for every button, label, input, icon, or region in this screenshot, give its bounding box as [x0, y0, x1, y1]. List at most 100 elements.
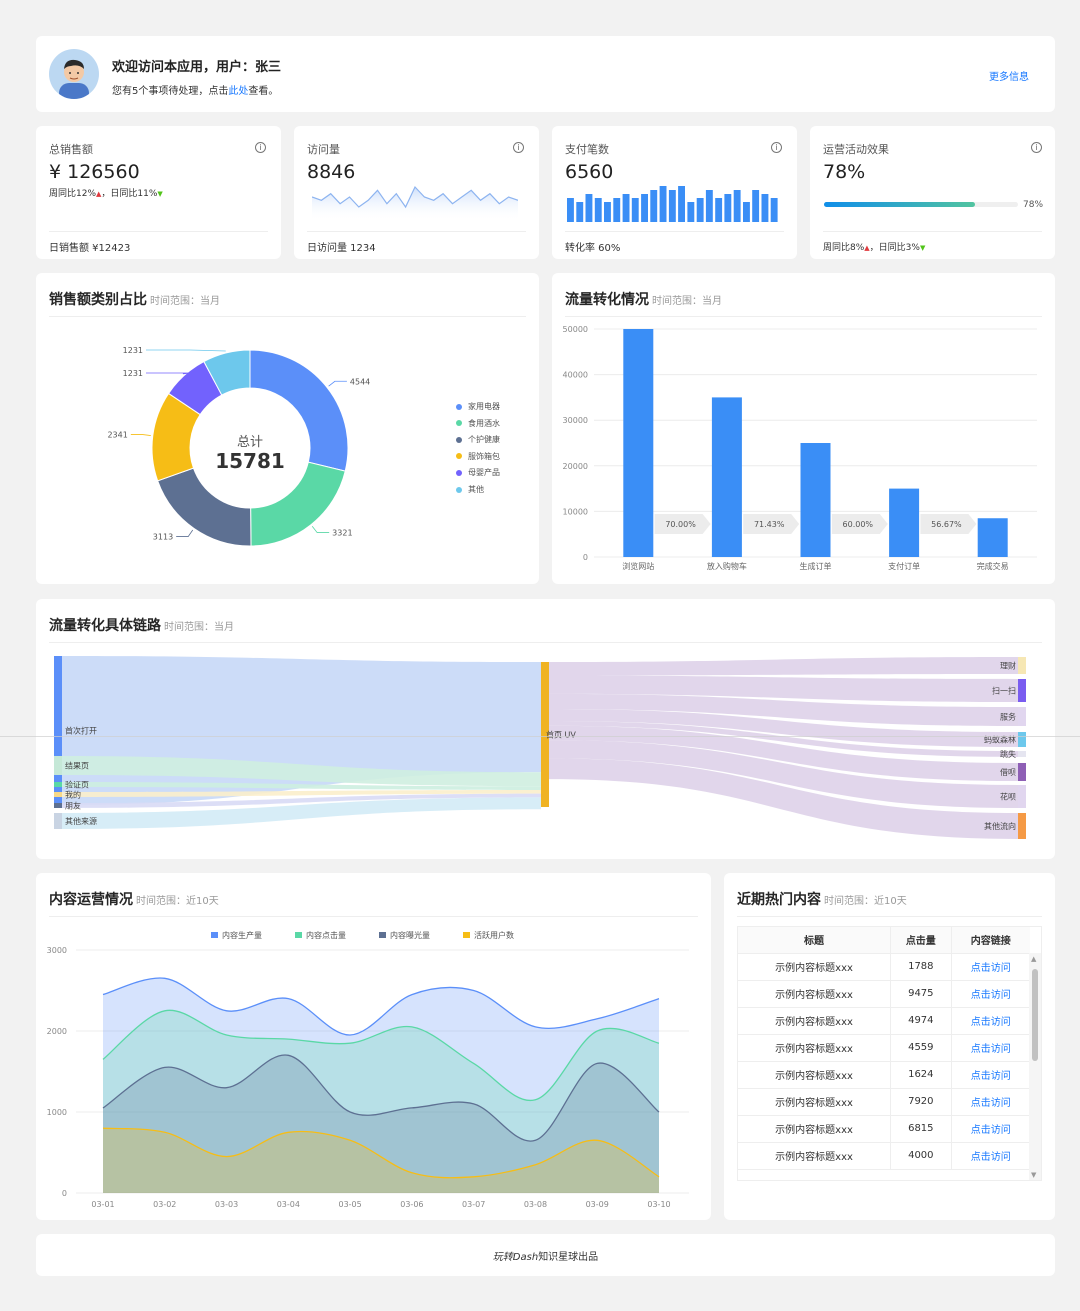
sankey-target-label: 跳失 [1000, 749, 1016, 759]
payments-bar [594, 198, 602, 222]
cell-visit-link[interactable]: 点击访问 [951, 1034, 1030, 1062]
funnel-title-text: 流量转化情况 [565, 292, 649, 308]
divider [49, 916, 698, 917]
cell-visit-link[interactable]: 点击访问 [951, 953, 1030, 981]
legend-swatch [456, 436, 462, 443]
table-scrollbar[interactable]: ▲ ▼ [1029, 953, 1041, 1180]
payments-bar [715, 198, 723, 222]
x-tick-label: 生成订单 [800, 561, 832, 571]
sankey-target-label: 服务 [1000, 712, 1016, 722]
sankey-flow [549, 693, 1018, 726]
hot-table-wrapper[interactable]: 标题 点击量 内容链接 示例内容标题xxx 1788 点击访问 示例内容标题xxx 94… [737, 926, 1042, 1181]
info-icon[interactable]: i [1031, 142, 1042, 153]
payments-bar [696, 198, 704, 222]
cell-title: 示例内容标题xxx [738, 1142, 892, 1170]
scrollbar-thumb[interactable] [1032, 969, 1038, 1061]
donut-slice [249, 349, 349, 472]
visits-sparkline [312, 185, 518, 221]
scroll-up-icon[interactable]: ▲ [1031, 955, 1037, 963]
y-tick-label: 30000 [563, 416, 588, 425]
payments-bar [650, 190, 658, 222]
donut-title-text: 销售额类别占比 [49, 292, 147, 308]
caret-up-icon: ▲ [864, 244, 870, 252]
funnel-bar [623, 329, 654, 557]
cell-title: 示例内容标题xxx [738, 1088, 892, 1116]
conversion-rate-label: 70.00% [665, 520, 696, 529]
cell-visit-link[interactable]: 点击访问 [951, 1061, 1030, 1089]
cell-clicks: 1624 [890, 1061, 952, 1089]
hot-content-card: 近期热门内容 时间范围：近10天 标题 点击量 内容链接 示例内容标题xxx 178… [724, 873, 1055, 1220]
legend-item[interactable]: 家用电器 [456, 401, 500, 412]
legend-label: 母婴产品 [468, 468, 500, 478]
column-header-title[interactable]: 标题 [738, 927, 892, 954]
divider [565, 316, 1042, 317]
cell-visit-link[interactable]: 点击访问 [951, 1115, 1030, 1143]
cell-visit-link[interactable]: 点击访问 [951, 1007, 1030, 1035]
cell-title: 示例内容标题xxx [738, 1061, 892, 1089]
donut-value-label: 3113 [153, 533, 173, 542]
column-header-clicks[interactable]: 点击量 [890, 927, 952, 954]
table-row: 示例内容标题xxx 4559 点击访问 [738, 1034, 1030, 1062]
info-icon[interactable]: i [513, 142, 524, 153]
payments-bar [761, 194, 769, 222]
visits-label: 访问量 [307, 143, 340, 156]
avatar [49, 49, 99, 99]
sankey-flow [62, 797, 541, 829]
donut-value-label: 1231 [123, 369, 143, 378]
legend-swatch [456, 486, 462, 493]
sankey-source-label: 朋友 [65, 801, 81, 811]
legend-swatch [456, 420, 462, 427]
legend-label: 服饰箱包 [468, 451, 500, 461]
sankey-flow [549, 675, 1018, 702]
sankey-source-node [54, 792, 62, 797]
hot-range: 时间范围：近10天 [824, 896, 907, 907]
sankey-target-node [1018, 657, 1026, 674]
cell-clicks: 1788 [890, 953, 952, 981]
sankey-source-label: 其他来源 [65, 816, 97, 826]
conversion-rate-label: 71.43% [754, 520, 785, 529]
legend-item[interactable]: 个护健康 [456, 434, 500, 445]
sankey-target-node [1018, 785, 1026, 808]
welcome-notice: 您有5个事项待处理，点击此处查看。 [112, 82, 278, 97]
donut-leader-line [146, 349, 226, 352]
campaign-progress-label: 78% [1023, 200, 1044, 210]
payments-bar [641, 194, 648, 222]
legend-item[interactable]: 其他 [456, 484, 484, 495]
column-header-link[interactable]: 内容链接 [951, 927, 1030, 954]
notice-link[interactable]: 此处 [228, 86, 249, 97]
cell-clicks: 4559 [890, 1034, 952, 1062]
legend-item[interactable]: 服饰箱包 [456, 451, 500, 462]
info-icon[interactable]: i [771, 142, 782, 153]
traffic-conversion-card: 流量转化情况 时间范围：当月 0 10000 20000 30000 40000 50000… [552, 273, 1055, 584]
sankey-source-node [54, 756, 62, 775]
campaign-day-compare: ，日同比3% [869, 243, 920, 253]
cell-visit-link[interactable]: 点击访问 [951, 1142, 1030, 1170]
sankey-flow [62, 756, 541, 787]
legend-label: 个护健康 [468, 435, 500, 445]
legend-swatch [456, 453, 462, 460]
table-header-row: 标题 点击量 内容链接 [738, 927, 1030, 954]
donut-leader-line [311, 526, 330, 533]
funnel-bar [889, 488, 920, 557]
sales-daily: 日销售额 ¥12423 [49, 243, 131, 254]
caret-down-icon: ▼ [919, 244, 926, 252]
cell-visit-link[interactable]: 点击访问 [951, 1088, 1030, 1116]
scroll-down-icon[interactable]: ▼ [1031, 1171, 1037, 1179]
info-icon[interactable]: i [255, 142, 266, 153]
traffic-conversion-bar-chart: 0 10000 20000 30000 40000 50000 浏览网站 放入购物车 生成订单 支… [563, 325, 1037, 571]
content-range: 时间范围：近10天 [136, 896, 219, 907]
x-tick-label: 03-01 [91, 1200, 114, 1209]
sankey-source-node [54, 813, 62, 829]
payments-bar [733, 190, 741, 222]
conversion-rate-arrow [743, 514, 800, 534]
legend-item[interactable]: 食用酒水 [456, 418, 500, 429]
legend-item[interactable]: 母婴产品 [456, 467, 500, 478]
cell-visit-link[interactable]: 点击访问 [951, 980, 1030, 1008]
y-tick-label: 20000 [563, 462, 588, 471]
guideline [0, 736, 1080, 737]
donut-slice [250, 461, 346, 547]
more-info-link[interactable]: 更多信息 [989, 72, 1029, 83]
sales-stat-card: 总销售额 i ¥ 126560 周同比12%▲，日同比11%▼ 日销售额 ¥12… [36, 126, 281, 259]
x-tick-label: 03-07 [462, 1200, 485, 1209]
area-series-fill [103, 1128, 659, 1193]
